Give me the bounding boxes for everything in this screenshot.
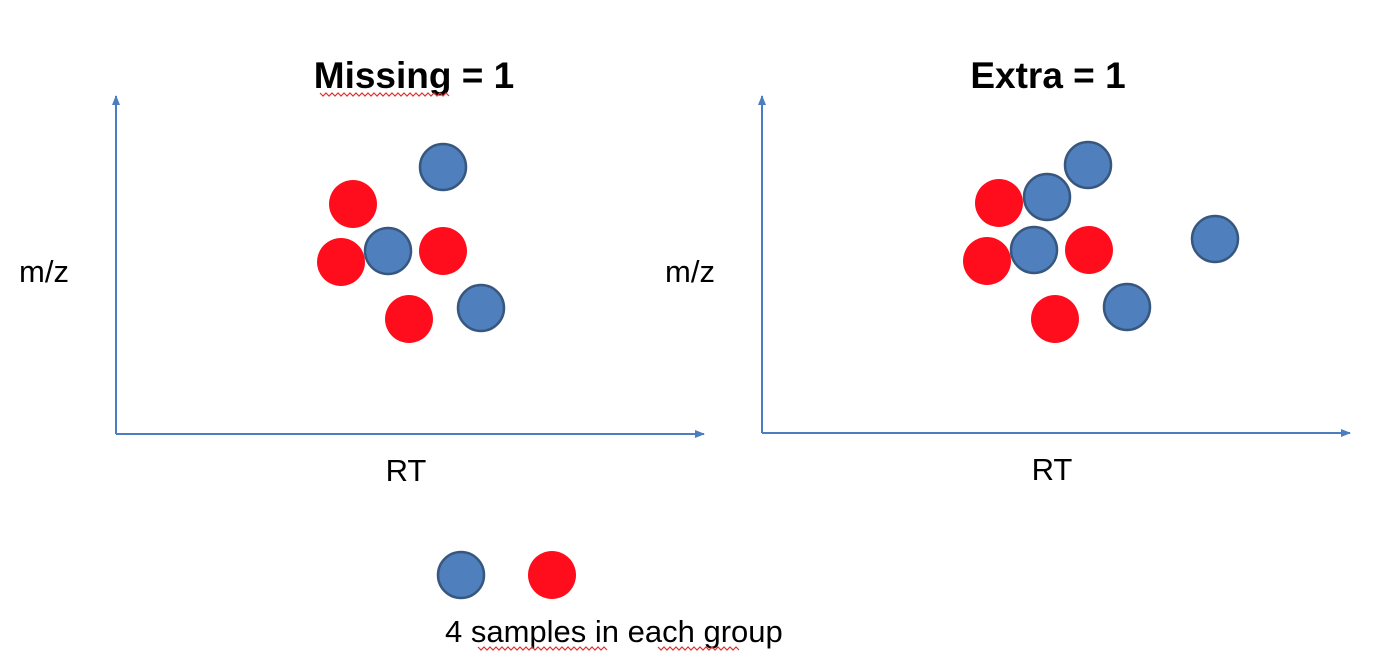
- red-point: [1065, 226, 1113, 274]
- panel-missing: Missing = 1 m/z RT: [19, 55, 705, 488]
- x-axis-label-missing: RT: [386, 453, 427, 488]
- spellcheck-underline-samples: [477, 646, 608, 651]
- legend-blue-marker: [436, 550, 486, 600]
- legend-caption: 4 samples in each group: [445, 614, 783, 649]
- panel-extra: Extra = 1 m/z RT: [665, 55, 1351, 487]
- y-axis-label-missing: m/z: [19, 254, 69, 289]
- blue-point: [1190, 214, 1240, 264]
- legend-red-marker: [528, 551, 576, 599]
- panel-title-missing: Missing = 1: [314, 55, 514, 96]
- blue-point: [363, 226, 413, 276]
- blue-point: [1102, 282, 1152, 332]
- panel-title-extra: Extra = 1: [970, 55, 1125, 96]
- red-point: [975, 179, 1023, 227]
- legend: 4 samples in each group: [436, 550, 783, 651]
- red-point: [419, 227, 467, 275]
- red-point: [329, 180, 377, 228]
- red-point: [385, 295, 433, 343]
- blue-point: [1063, 140, 1113, 190]
- x-axis-label-extra: RT: [1032, 452, 1073, 487]
- red-point: [963, 237, 1011, 285]
- blue-point: [1022, 172, 1072, 222]
- spellcheck-underline-missing: [319, 92, 450, 97]
- blue-point: [1009, 225, 1059, 275]
- spellcheck-underline-each: [657, 646, 740, 651]
- blue-point: [456, 283, 506, 333]
- red-point: [317, 238, 365, 286]
- y-axis-label-extra: m/z: [665, 254, 715, 289]
- red-point: [1031, 295, 1079, 343]
- blue-point: [418, 142, 468, 192]
